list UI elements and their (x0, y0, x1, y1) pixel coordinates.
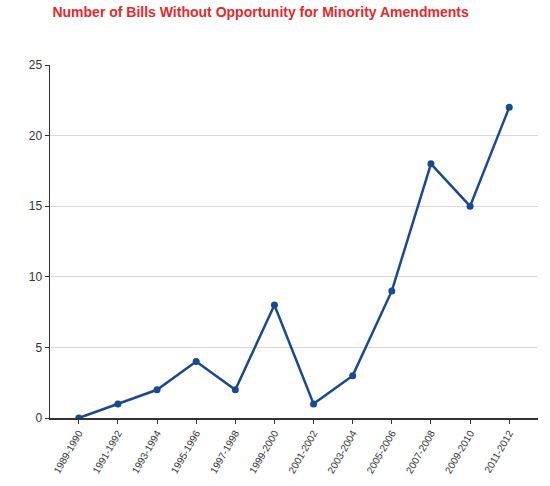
svg-text:1993-1994: 1993-1994 (130, 428, 164, 475)
svg-text:2011-2012: 2011-2012 (482, 428, 515, 475)
svg-text:1989-1990: 1989-1990 (51, 428, 85, 475)
svg-text:25: 25 (29, 58, 43, 72)
svg-text:5: 5 (35, 341, 42, 355)
svg-text:2007-2008: 2007-2008 (404, 428, 438, 475)
svg-text:15: 15 (29, 199, 43, 213)
svg-text:2001-2002: 2001-2002 (286, 428, 320, 475)
svg-text:1991-1992: 1991-1992 (91, 428, 125, 475)
svg-text:2005-2006: 2005-2006 (364, 428, 398, 475)
svg-text:10: 10 (29, 270, 43, 284)
svg-text:1999-2000: 1999-2000 (247, 428, 281, 475)
svg-text:Number of Bills Without Opport: Number of Bills Without Opportunity for … (52, 4, 468, 20)
svg-text:1997-1998: 1997-1998 (208, 428, 242, 475)
svg-text:0: 0 (35, 411, 42, 425)
svg-text:2009-2010: 2009-2010 (443, 428, 477, 475)
svg-text:2003-2004: 2003-2004 (325, 428, 359, 475)
svg-text:20: 20 (29, 129, 43, 143)
svg-text:1995-1996: 1995-1996 (169, 428, 203, 475)
